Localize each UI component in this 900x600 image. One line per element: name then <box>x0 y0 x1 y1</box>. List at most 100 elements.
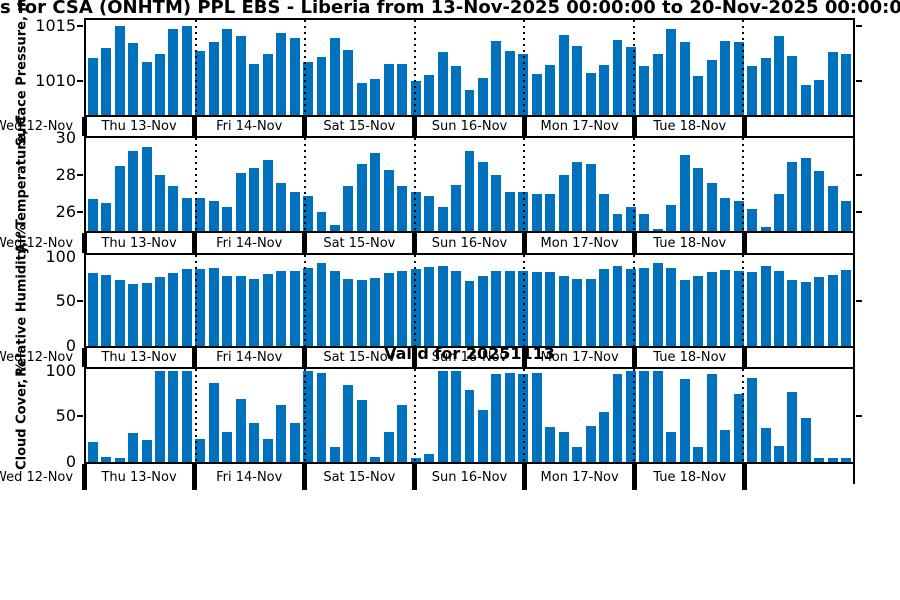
day-label: Sat 15-Nov <box>323 235 396 251</box>
bar <box>693 167 704 231</box>
bar <box>747 65 758 115</box>
day-boundary-dotted-line <box>304 138 307 231</box>
bar <box>235 276 246 346</box>
bar <box>612 40 623 115</box>
bar <box>774 193 784 231</box>
bar <box>827 458 838 462</box>
bar <box>383 169 394 231</box>
bar <box>370 79 381 115</box>
bar <box>424 195 435 231</box>
bar <box>249 167 260 231</box>
bar <box>222 206 233 231</box>
day-label: Tue 18-Nov <box>653 235 727 251</box>
day-boundary-dotted-line <box>304 20 307 115</box>
bar <box>504 51 515 115</box>
bar <box>451 370 462 462</box>
bar <box>585 72 596 115</box>
y-tick-mark <box>856 211 862 214</box>
bar <box>787 55 798 115</box>
bar <box>316 372 327 462</box>
y-tick-mark <box>77 415 83 418</box>
day-separator <box>742 117 748 136</box>
bar <box>222 431 233 462</box>
bar <box>800 84 811 115</box>
day-boundary-dotted-line <box>742 20 745 115</box>
bar <box>424 74 435 115</box>
day-boundary-dotted-line <box>304 255 307 346</box>
bar <box>343 384 354 462</box>
y-tick-label: 1010 <box>35 71 76 91</box>
day-separator <box>81 117 87 136</box>
bar <box>397 63 408 115</box>
day-boundary-dotted-line <box>632 369 635 462</box>
bar <box>652 229 663 231</box>
bar <box>666 267 677 346</box>
bar <box>666 431 677 462</box>
bar <box>531 372 542 462</box>
bar <box>612 374 623 462</box>
valid-for-annotation: Valid for 20251113 <box>384 344 555 363</box>
bar <box>774 35 784 115</box>
day-label: Tue 18-Nov <box>653 469 727 485</box>
y-tick-mark <box>856 24 862 27</box>
left-partial-day-label: Wed 12-Nov <box>0 469 74 485</box>
bar <box>370 456 381 462</box>
day-boundary-dotted-line <box>632 138 635 231</box>
bar <box>289 37 300 115</box>
bar <box>235 173 246 231</box>
bar <box>827 274 838 346</box>
bar <box>128 151 139 231</box>
bar <box>572 446 583 462</box>
day-separator <box>632 464 638 490</box>
bar <box>276 33 287 115</box>
bar <box>329 271 340 346</box>
y-tick-mark <box>77 80 83 83</box>
y-tick-label: 28 <box>55 165 76 185</box>
day-boundary-dotted-line <box>194 369 197 462</box>
day-boundary-dotted-line <box>523 369 526 462</box>
subplot-3-frame <box>84 253 855 348</box>
bar <box>747 208 758 231</box>
day-label: Fri 14-Nov <box>216 119 283 134</box>
bar <box>155 53 165 115</box>
bar <box>558 34 569 115</box>
bar <box>87 199 98 231</box>
bar <box>181 197 192 231</box>
day-separator <box>191 348 197 367</box>
day-label: Sun 16-Nov <box>431 350 508 365</box>
bar <box>195 439 206 462</box>
bar <box>397 186 408 231</box>
bar <box>383 272 394 346</box>
bar <box>155 175 165 231</box>
day-separator <box>522 117 528 136</box>
bar <box>101 457 112 462</box>
y-tick-label: 0 <box>65 452 76 471</box>
bar <box>451 271 462 346</box>
day-separator <box>411 348 417 367</box>
y-tick-mark <box>77 24 83 27</box>
bar <box>289 271 300 346</box>
bar <box>639 214 650 231</box>
subplot-2-frame <box>84 136 855 233</box>
y-tick-label: 50 <box>55 291 76 311</box>
strip-right-edge <box>853 348 855 367</box>
bar <box>303 195 313 231</box>
bar <box>141 147 152 231</box>
left-partial-day-label: Wed 12-Nov <box>0 119 74 134</box>
bar <box>531 271 542 346</box>
bar <box>787 162 798 231</box>
bar <box>760 227 771 231</box>
bar <box>477 78 488 115</box>
day-separator <box>411 464 417 490</box>
bar <box>747 378 758 462</box>
bar <box>114 458 125 462</box>
bar <box>841 270 852 346</box>
day-boundary-dotted-line <box>632 20 635 115</box>
bar <box>733 42 744 115</box>
bar <box>491 175 502 231</box>
day-boundary-dotted-line <box>632 255 635 346</box>
bar <box>451 65 462 115</box>
bar <box>356 279 367 346</box>
bar <box>693 447 704 462</box>
day-separator <box>301 348 307 367</box>
